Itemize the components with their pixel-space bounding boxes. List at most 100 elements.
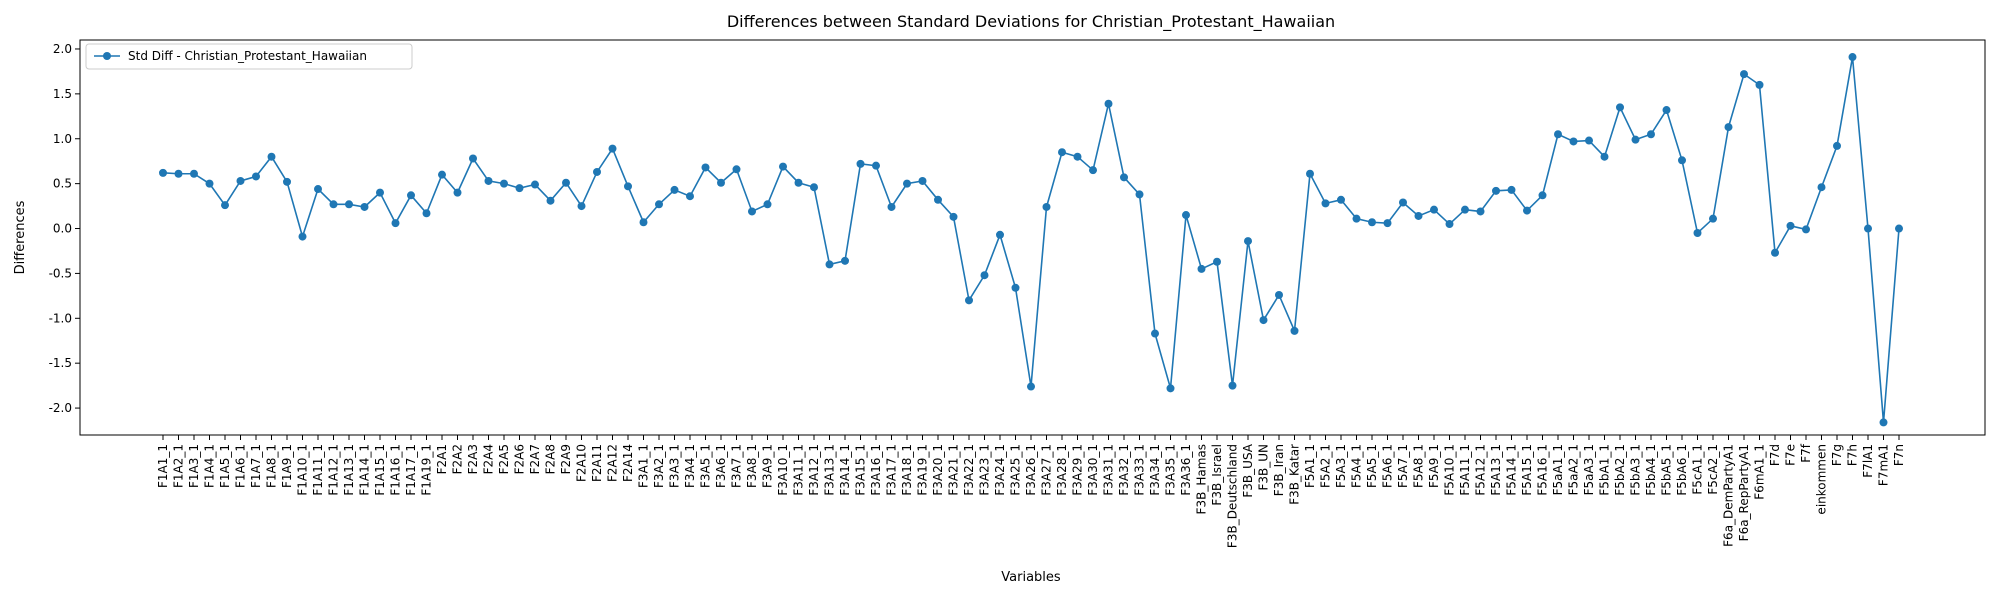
- data-point: [701, 163, 710, 172]
- data-point: [577, 202, 586, 211]
- data-point: [903, 179, 911, 188]
- data-point: [1724, 123, 1733, 132]
- x-tick-label: F2A3: [466, 444, 480, 474]
- x-tick-label: F3A5_1: [699, 444, 713, 488]
- data-point: [546, 196, 555, 205]
- plot-area-frame: [79, 39, 1986, 436]
- x-tick-label: F3A32_1: [1117, 444, 1131, 496]
- x-tick-label: F7e: [1784, 444, 1798, 466]
- data-point: [1352, 214, 1361, 223]
- data-point: [1197, 264, 1206, 273]
- x-tick-label: F3A7_1: [730, 444, 744, 488]
- data-point: [1662, 106, 1671, 115]
- legend: Std Diff - Christian_Protestant_Hawaiian: [85, 43, 413, 70]
- y-tick-label: 0.5: [53, 177, 72, 191]
- x-tick-label: F5A8_1: [1412, 444, 1426, 488]
- x-tick-label: F3B_Israel: [1210, 444, 1224, 506]
- y-tick-label: -1.0: [49, 311, 72, 325]
- x-tick-label: F6a_RepPartyA1: [1737, 444, 1751, 541]
- data-point: [1058, 148, 1066, 157]
- x-tick-label: F5A9_1: [1427, 444, 1441, 488]
- data-point: [1290, 326, 1299, 335]
- y-tick-label: 0.0: [53, 222, 72, 236]
- x-tick-label: F1A11_1: [311, 444, 325, 496]
- x-tick-label: F3A11_1: [792, 444, 806, 496]
- data-point: [469, 154, 477, 163]
- x-tick-label: F5bA6_1: [1675, 444, 1689, 496]
- data-point: [236, 176, 245, 185]
- x-tick-label: F3A9_1: [761, 444, 775, 488]
- x-tick-label: F3A26_1: [1024, 444, 1038, 496]
- data-point: [1848, 53, 1857, 62]
- data-point: [453, 188, 462, 197]
- x-tick-label: F1A4_1: [203, 444, 217, 488]
- x-tick-label: F2A4: [482, 444, 496, 474]
- x-tick-label: F2A9: [559, 444, 573, 474]
- data-point: [1507, 185, 1516, 194]
- data-point: [283, 177, 291, 186]
- data-point: [965, 296, 973, 305]
- y-tick-label: -2.0: [49, 401, 72, 415]
- data-point: [1833, 141, 1841, 150]
- data-point: [407, 191, 415, 200]
- data-point: [1476, 207, 1485, 216]
- data-point: [1569, 137, 1578, 146]
- x-tick-label: F1A7_1: [249, 444, 263, 488]
- data-point: [190, 169, 198, 178]
- x-tick-label: F3A12_1: [807, 444, 821, 496]
- data-point: [1771, 248, 1779, 257]
- x-tick-label: F5bA2_1: [1613, 444, 1627, 496]
- data-point: [748, 207, 756, 216]
- x-tick-label: F5cA1_1: [1691, 444, 1705, 495]
- data-point: [918, 176, 927, 185]
- x-tick-label: F1A19_1: [420, 444, 434, 496]
- x-tick-label: F3B_USA: [1241, 443, 1255, 497]
- x-tick-label: F2A11: [590, 444, 604, 482]
- data-point: [1135, 190, 1144, 199]
- x-tick-label: F1A14_1: [358, 444, 372, 496]
- data-point: [608, 144, 617, 153]
- data-point: [314, 185, 322, 194]
- data-point: [872, 161, 880, 170]
- x-tick-label: F5A15_1: [1520, 444, 1534, 496]
- x-tick-label: F1A2_1: [172, 444, 186, 488]
- chart-title: Differences between Standard Deviations …: [727, 12, 1335, 32]
- x-tick-label: F3A19_1: [916, 444, 930, 496]
- x-tick-label: F3A3_1: [668, 444, 682, 488]
- data-point: [639, 218, 648, 227]
- x-tick-label: F1A12_1: [327, 444, 341, 496]
- data-point: [717, 178, 725, 187]
- data-point: [267, 152, 276, 161]
- x-tick-label: F1A6_1: [234, 444, 248, 488]
- data-point: [1430, 205, 1438, 214]
- data-point: [1244, 237, 1252, 246]
- x-tick-label: F5A2_1: [1319, 444, 1333, 488]
- x-tick-label: F3A22_1: [962, 444, 976, 496]
- x-tick-label: F3A24_1: [993, 444, 1007, 496]
- data-point: [996, 230, 1004, 239]
- data-point: [1879, 418, 1888, 427]
- x-tick-label: F2A14: [621, 444, 635, 482]
- data-point: [624, 182, 632, 191]
- x-tick-label: F5A16_1: [1536, 444, 1550, 496]
- data-point: [1678, 156, 1686, 165]
- data-point: [1647, 130, 1655, 139]
- data-point: [1802, 225, 1810, 234]
- data-point: [252, 172, 260, 181]
- data-point: [1492, 186, 1500, 195]
- data-point: [732, 165, 741, 174]
- x-tick-label: F3A28_1: [1055, 444, 1069, 496]
- x-tick-label: F5A3_1: [1334, 444, 1348, 488]
- data-point: [1817, 183, 1826, 192]
- x-tick-label: F3A17_1: [885, 444, 899, 496]
- x-tick-label: F5A12_1: [1474, 444, 1488, 496]
- x-tick-label: F3A29_1: [1071, 444, 1085, 496]
- x-tick-label: F5aA1_1: [1551, 444, 1565, 495]
- x-tick-label: F3A34_1: [1148, 444, 1162, 496]
- x-tick-label: F7h: [1846, 444, 1860, 466]
- data-point: [1538, 191, 1547, 200]
- data-point: [1104, 99, 1113, 108]
- data-point: [1523, 206, 1531, 215]
- x-tick-label: F5bA3_1: [1629, 444, 1643, 496]
